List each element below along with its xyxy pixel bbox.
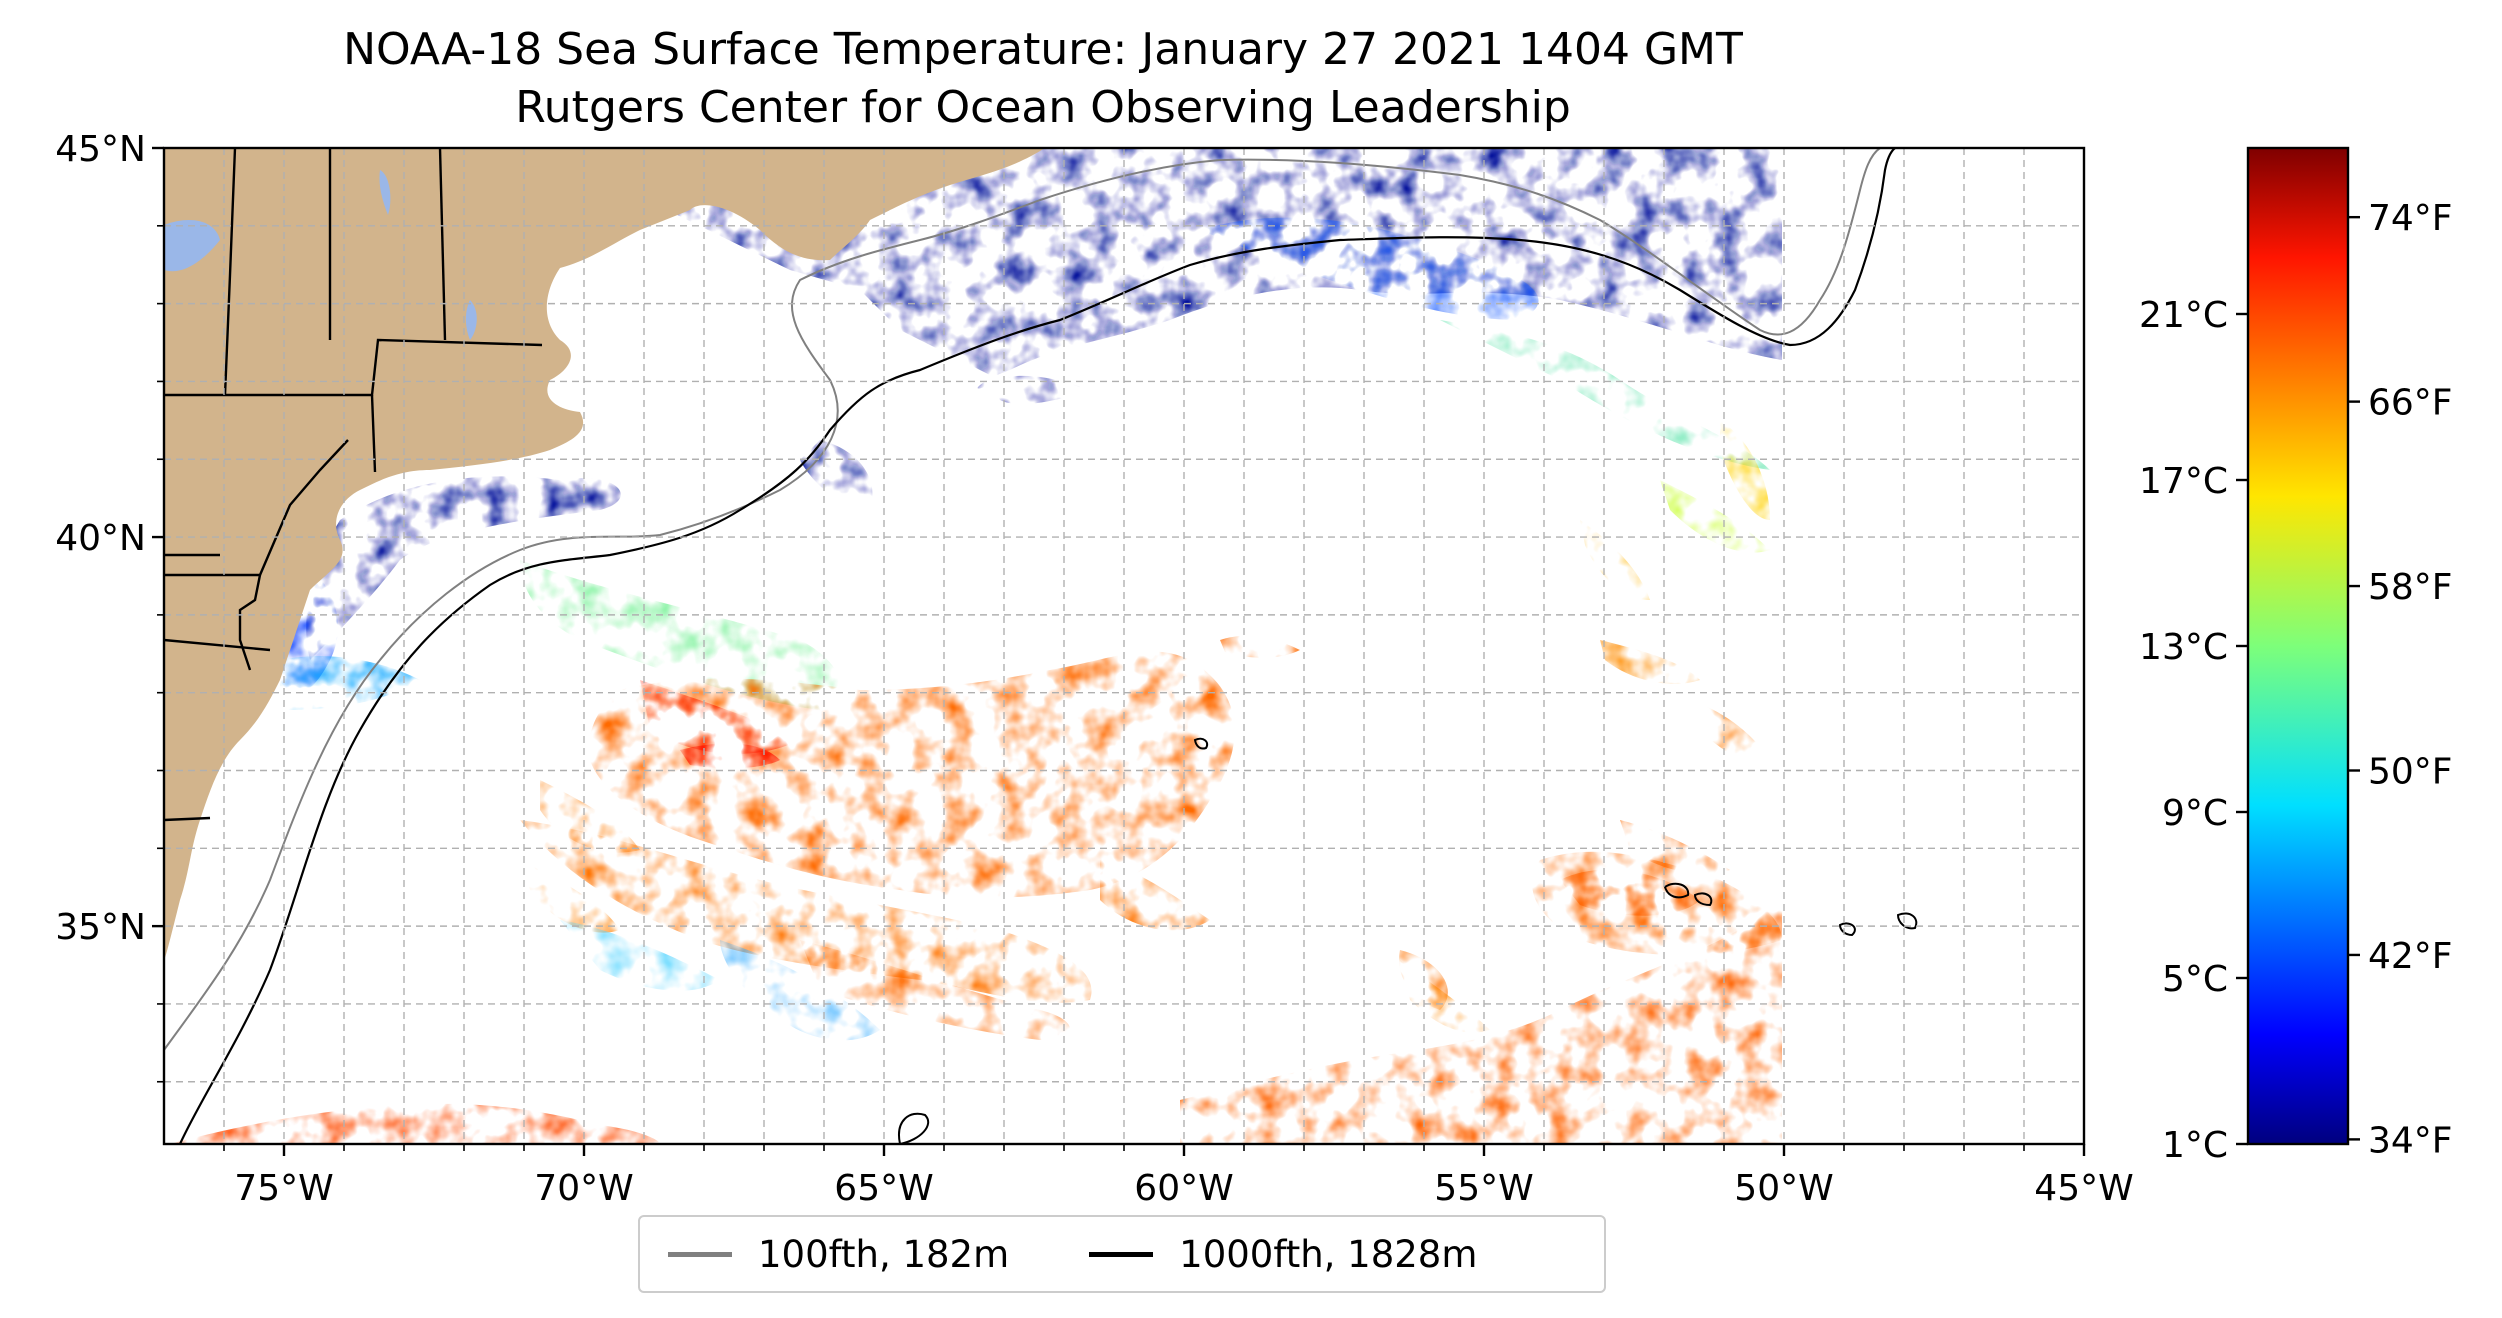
lon-tick-label: 50°W	[1734, 1168, 1833, 1209]
land-layer	[164, 148, 1045, 960]
fahrenheit-tick-label: 50°F	[2368, 752, 2453, 793]
fahrenheit-tick-label: 42°F	[2368, 936, 2453, 977]
legend-item-100fth: 100fth, 182m	[668, 1233, 1009, 1276]
legend-swatch-100fth	[668, 1251, 732, 1257]
legend-label-100fth: 100fth, 182m	[758, 1232, 1010, 1276]
contour-legend: 100fth, 182m 1000fth, 1828m	[638, 1215, 1606, 1293]
lon-tick-label: 75°W	[234, 1168, 333, 1209]
lat-tick-label: 45°N	[55, 129, 146, 170]
colorbar-ticks: 21°C 17°C 13°C 9°C 5°C 1°C 74°F 66°F 58°F 50°F 42°…	[2139, 198, 2452, 1166]
lon-tick-label: 55°W	[1434, 1168, 1533, 1209]
lon-tick-label: 70°W	[534, 1168, 633, 1209]
state-borders	[164, 148, 543, 822]
lakes-layer	[164, 170, 477, 340]
map-plot-area	[164, 148, 2084, 1144]
celsius-tick-label: 21°C	[2139, 295, 2228, 336]
celsius-tick-label: 1°C	[2162, 1125, 2228, 1166]
celsius-tick-label: 17°C	[2139, 461, 2228, 502]
lon-tick-label: 45°W	[2034, 1168, 2133, 1209]
lon-tick-label: 60°W	[1134, 1168, 1233, 1209]
lat-tick-label: 40°N	[55, 518, 146, 559]
fahrenheit-tick-label: 66°F	[2368, 383, 2453, 424]
contour-1000fth	[178, 148, 1896, 1144]
celsius-tick-label: 5°C	[2162, 959, 2228, 1000]
fahrenheit-tick-label: 58°F	[2368, 567, 2453, 608]
map-subtitle: Rutgers Center for Ocean Observing Leade…	[515, 82, 1571, 133]
celsius-tick-label: 13°C	[2139, 627, 2228, 668]
gridlines	[164, 148, 2084, 1144]
bathymetry-contours	[164, 148, 1918, 1144]
legend-label-1000fth: 1000fth, 1828m	[1179, 1232, 1478, 1276]
legend-swatch-1000fth	[1089, 1251, 1154, 1257]
map-axes: 75°W 70°W 65°W 60°W 55°W 50°W 45°W 45°N 40°N 35°N	[55, 129, 2133, 1209]
fahrenheit-tick-label: 34°F	[2368, 1120, 2453, 1161]
colorbar-gradient	[2246, 146, 2350, 1146]
contour-100fth	[164, 148, 1881, 1051]
legend-item-1000fth: 1000fth, 1828m	[1089, 1233, 1477, 1276]
colorbar: 21°C 17°C 13°C 9°C 5°C 1°C 74°F 66°F 58°F 50°F 42°…	[2139, 146, 2453, 1166]
lat-tick-label: 35°N	[55, 907, 146, 948]
celsius-tick-label: 9°C	[2162, 793, 2228, 834]
fahrenheit-tick-label: 74°F	[2368, 198, 2453, 239]
map-title: NOAA-18 Sea Surface Temperature: January…	[343, 24, 1743, 75]
lon-tick-label: 65°W	[834, 1168, 933, 1209]
